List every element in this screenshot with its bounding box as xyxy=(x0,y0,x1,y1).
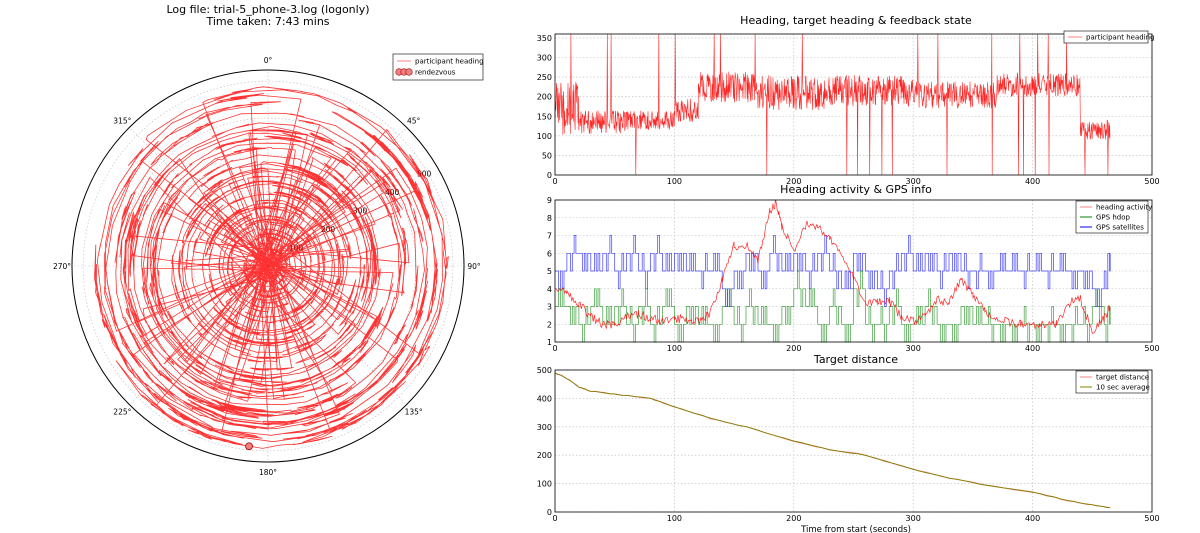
y-tick-label: 6 xyxy=(547,249,552,258)
x-tick-label: 300 xyxy=(906,344,921,353)
y-tick-label: 4 xyxy=(547,285,552,294)
y-tick-label: 9 xyxy=(547,196,552,205)
y-tick-label: 8 xyxy=(547,214,552,223)
polar-angle-tick-label: 180° xyxy=(259,468,277,477)
polar-radial-tick-label: 500 xyxy=(417,170,432,179)
x-tick-label: 300 xyxy=(906,514,921,523)
x-tick-label: 200 xyxy=(786,514,801,523)
x-tick-label: 200 xyxy=(786,344,801,353)
x-tick-label: 300 xyxy=(906,177,921,186)
x-tick-label: 400 xyxy=(1025,177,1040,186)
polar-radial-grid xyxy=(82,80,454,452)
x-tick-label: 500 xyxy=(1144,344,1159,353)
polar-angle-tick-label: 225° xyxy=(113,408,131,417)
y-tick-label: 500 xyxy=(537,366,552,375)
polar-angle-tick-label: 315° xyxy=(113,116,131,125)
x-tick-label: 200 xyxy=(786,177,801,186)
polar-legend: participant heading rendezvous xyxy=(392,53,484,81)
distance-title: Target distance xyxy=(813,353,898,366)
y-tick-label: 250 xyxy=(537,73,552,82)
polar-angle-tick-label: 135° xyxy=(405,408,423,417)
heading-plot: 0 100 200 300 400 500 0 50 100 150 200 250 300 350 xyxy=(537,33,1160,186)
y-tick-label: 2 xyxy=(547,320,552,329)
plot-frame xyxy=(554,369,1153,513)
y-tick-label: 50 xyxy=(542,151,552,160)
polar-legend-label-heading: participant heading xyxy=(415,58,484,66)
plot-frame xyxy=(554,199,1153,343)
gps-hdop-line xyxy=(555,270,1111,343)
polar-radial-tick-label: 300 xyxy=(353,207,368,216)
figure-subtitle: Time taken: 7:43 mins xyxy=(205,15,329,28)
polar-angle-tick-label: 270° xyxy=(53,262,71,271)
heading-legend-label: participant heading xyxy=(1086,34,1155,42)
y-tick-label: 0 xyxy=(547,171,552,180)
polar-rendezvous-marker xyxy=(245,442,253,451)
x-tick-label: 500 xyxy=(1144,177,1159,186)
x-tick-label: 500 xyxy=(1144,514,1159,523)
polar-radial-tick-label: 400 xyxy=(385,188,400,197)
polar-angle-grid xyxy=(267,265,407,405)
distance-legend: target distance 10 sec average xyxy=(1075,370,1150,394)
figure-title: Log file: trial-5_phone-3.log (logonly) xyxy=(166,3,369,16)
polar-legend-label-rendezvous: rendezvous xyxy=(415,69,456,77)
distance-legend-label-average: 10 sec average xyxy=(1096,384,1150,392)
y-tick-label: 400 xyxy=(537,394,552,403)
polar-legend-box xyxy=(392,53,484,81)
x-tick-label: 100 xyxy=(667,177,682,186)
activity-title: Heading activity & GPS info xyxy=(780,183,932,196)
activity-legend-label-satellites: GPS satellites xyxy=(1096,224,1144,232)
plot-frame xyxy=(554,33,1153,176)
y-tick-label: 0 xyxy=(547,508,552,517)
polar-radial-grid xyxy=(230,228,306,304)
y-tick-label: 1 xyxy=(547,338,552,347)
x-tick-label: 400 xyxy=(1025,514,1040,523)
y-tick-label: 5 xyxy=(547,267,552,276)
y-tick-label: 200 xyxy=(537,451,552,460)
y-tick-label: 7 xyxy=(547,232,552,241)
activity-legend: heading activity GPS hdop GPS satellites xyxy=(1075,200,1152,234)
heading-legend-box xyxy=(1063,30,1149,44)
x-tick-label: 0 xyxy=(552,177,557,186)
ten-sec-average-line xyxy=(554,372,1111,509)
y-tick-label: 3 xyxy=(547,303,552,312)
y-tick-label: 300 xyxy=(537,54,552,63)
plot-background xyxy=(555,370,1152,512)
y-tick-label: 100 xyxy=(537,480,552,489)
activity-legend-label-hdop: GPS hdop xyxy=(1096,214,1130,222)
y-tick-label: 150 xyxy=(537,112,552,121)
x-tick-label: 100 xyxy=(667,514,682,523)
activity-plot: 0 100 200 300 400 500 1 2 3 4 5 6 7 8 9 xyxy=(547,196,1160,353)
legend-swatch-rendezvous-3 xyxy=(405,68,413,76)
distance-legend-box xyxy=(1075,370,1149,394)
x-tick-label: 0 xyxy=(552,344,557,353)
y-tick-label: 350 xyxy=(537,34,552,43)
participant-heading-line xyxy=(554,33,1111,176)
heading-title: Heading, target heading & feedback state xyxy=(740,14,972,27)
activity-legend-label-activity: heading activity xyxy=(1096,204,1152,212)
heading-legend: participant heading xyxy=(1063,30,1155,44)
heading-activity-line xyxy=(554,199,1111,334)
x-tick-label: 400 xyxy=(1025,344,1040,353)
distance-legend-label-target: target distance xyxy=(1096,374,1149,382)
polar-angle-tick-label: 90° xyxy=(467,262,481,271)
polar-heading-trace xyxy=(94,86,449,449)
plot-background xyxy=(555,34,1152,175)
distance-xlabel: Time from start (seconds) xyxy=(800,525,911,533)
y-tick-label: 200 xyxy=(537,93,552,102)
x-tick-label: 100 xyxy=(667,344,682,353)
polar-plot: 0°45°90°135°180°225°270°315°100200300400… xyxy=(53,56,481,477)
polar-angle-tick-label: 0° xyxy=(264,56,273,65)
x-tick-label: 0 xyxy=(552,514,557,523)
polar-angle-tick-label: 45° xyxy=(407,116,421,125)
distance-plot: 0 100 200 300 400 500 0 100 200 300 400 500 xyxy=(537,366,1160,523)
y-tick-label: 300 xyxy=(537,423,552,432)
polar-radial-grid xyxy=(156,154,380,378)
polar-angle-grid xyxy=(129,127,269,267)
y-tick-label: 100 xyxy=(537,132,552,141)
polar-radial-tick-label: 200 xyxy=(321,225,336,234)
